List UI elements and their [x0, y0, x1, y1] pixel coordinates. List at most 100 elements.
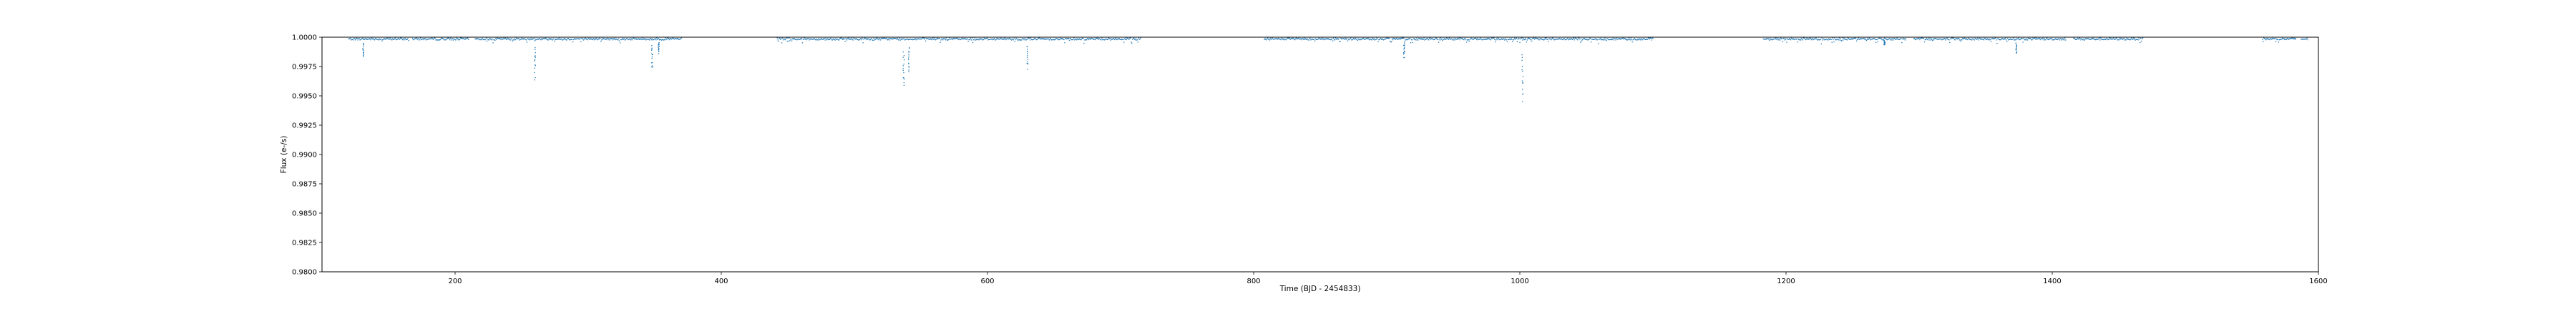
data-point	[1400, 38, 1402, 39]
data-point	[1309, 38, 1311, 39]
data-point	[1348, 39, 1350, 41]
data-point	[1399, 38, 1400, 39]
data-point	[1452, 39, 1453, 41]
data-point	[1403, 37, 1405, 39]
data-point	[1067, 38, 1068, 39]
data-point	[1838, 37, 1840, 39]
transit-point	[363, 52, 364, 53]
data-point	[1096, 38, 1098, 39]
transit-point	[902, 65, 904, 67]
data-point	[1650, 37, 1652, 39]
data-point	[1589, 38, 1591, 39]
data-point	[1787, 39, 1789, 40]
transit-point	[658, 47, 660, 49]
data-point	[524, 38, 525, 39]
data-point	[945, 39, 947, 41]
data-point	[1964, 38, 1966, 39]
data-point	[1435, 37, 1437, 39]
transit-point	[903, 77, 904, 79]
data-point	[781, 37, 784, 39]
data-point	[1802, 37, 1804, 39]
data-point	[496, 39, 497, 41]
data-point	[1841, 40, 1843, 41]
data-point	[1845, 39, 1847, 40]
data-point	[486, 37, 487, 39]
data-point	[668, 39, 670, 41]
data-point	[889, 38, 891, 39]
data-point	[436, 39, 438, 41]
data-point	[1385, 38, 1387, 39]
data-point	[401, 39, 404, 41]
data-point	[397, 38, 399, 39]
data-point	[1652, 37, 1654, 39]
data-point	[1574, 37, 1576, 39]
data-point	[2117, 39, 2118, 41]
data-point	[1878, 37, 1880, 39]
data-point	[1081, 37, 1083, 39]
data-point	[1896, 37, 1898, 39]
data-point	[2022, 41, 2024, 43]
data-point	[665, 39, 667, 41]
data-point	[1854, 37, 1855, 39]
data-point	[841, 37, 843, 39]
data-point	[555, 39, 557, 41]
data-point	[500, 37, 502, 39]
data-point	[870, 38, 872, 39]
data-point	[986, 37, 987, 39]
data-point	[2283, 39, 2285, 40]
data-point	[668, 37, 670, 39]
data-point	[356, 37, 358, 39]
data-point	[953, 37, 955, 39]
data-point	[420, 37, 421, 39]
data-point	[1502, 39, 1503, 40]
data-point	[1007, 38, 1008, 39]
data-point	[1641, 39, 1643, 41]
data-point	[1790, 39, 1792, 41]
data-point	[626, 38, 628, 39]
data-point	[832, 38, 834, 39]
data-point	[439, 39, 441, 41]
data-point	[1083, 42, 1085, 44]
data-point	[599, 37, 600, 39]
data-point	[1454, 39, 1455, 41]
data-point	[1124, 39, 1126, 41]
data-point	[1447, 38, 1448, 39]
y-tick-label: 0.9875	[292, 181, 317, 189]
data-point	[2131, 37, 2132, 39]
data-point	[1051, 39, 1053, 41]
data-point	[1523, 39, 1526, 41]
data-point	[444, 39, 446, 41]
data-point	[1580, 41, 1581, 43]
data-point	[517, 38, 519, 39]
data-point	[995, 39, 997, 41]
data-point	[2094, 39, 2097, 41]
data-point	[1065, 37, 1067, 39]
data-point	[533, 38, 535, 39]
data-point	[1513, 39, 1515, 40]
data-point	[1050, 39, 1052, 41]
data-point	[913, 39, 914, 40]
data-point	[1333, 39, 1335, 41]
data-point	[602, 39, 604, 40]
data-point	[2079, 38, 2081, 39]
data-point	[492, 42, 494, 44]
data-point	[1817, 39, 1818, 41]
data-point	[1992, 38, 1994, 39]
data-point	[865, 38, 867, 39]
data-point	[1375, 39, 1376, 40]
data-point	[1009, 37, 1010, 39]
data-point	[1880, 38, 1882, 39]
data-point	[1848, 37, 1850, 39]
data-point	[1040, 38, 1043, 39]
data-point	[547, 39, 548, 41]
data-point	[1345, 37, 1347, 39]
data-point	[948, 39, 950, 40]
data-point	[2278, 39, 2280, 41]
data-point	[427, 39, 429, 40]
data-point	[1056, 38, 1058, 39]
data-point	[1868, 37, 1870, 39]
data-point	[925, 38, 927, 39]
data-point	[1357, 37, 1359, 39]
data-point	[479, 39, 481, 41]
data-point	[1267, 37, 1269, 39]
